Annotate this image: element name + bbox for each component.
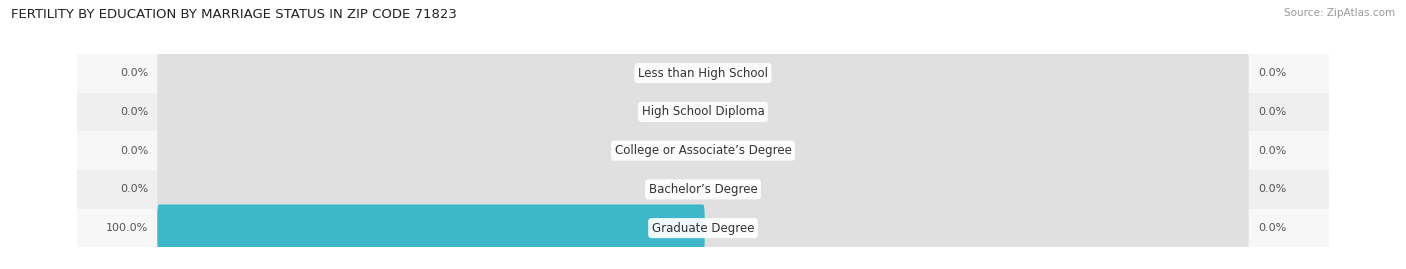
FancyBboxPatch shape	[77, 93, 1329, 131]
Text: 0.0%: 0.0%	[1258, 107, 1286, 117]
Text: 0.0%: 0.0%	[120, 107, 148, 117]
Text: 0.0%: 0.0%	[1258, 68, 1286, 78]
Text: 0.0%: 0.0%	[120, 184, 148, 194]
Text: 100.0%: 100.0%	[105, 223, 148, 233]
FancyBboxPatch shape	[702, 204, 1249, 252]
FancyBboxPatch shape	[157, 166, 704, 213]
FancyBboxPatch shape	[77, 54, 1329, 93]
Text: 0.0%: 0.0%	[120, 146, 148, 156]
FancyBboxPatch shape	[702, 166, 1249, 213]
FancyBboxPatch shape	[157, 49, 704, 97]
FancyBboxPatch shape	[702, 49, 1249, 97]
Text: High School Diploma: High School Diploma	[641, 105, 765, 118]
Text: 0.0%: 0.0%	[1258, 184, 1286, 194]
Text: Less than High School: Less than High School	[638, 67, 768, 80]
Text: FERTILITY BY EDUCATION BY MARRIAGE STATUS IN ZIP CODE 71823: FERTILITY BY EDUCATION BY MARRIAGE STATU…	[11, 8, 457, 21]
FancyBboxPatch shape	[77, 170, 1329, 209]
Text: Source: ZipAtlas.com: Source: ZipAtlas.com	[1284, 8, 1395, 18]
FancyBboxPatch shape	[702, 127, 1249, 174]
FancyBboxPatch shape	[77, 131, 1329, 170]
Text: 0.0%: 0.0%	[120, 68, 148, 78]
FancyBboxPatch shape	[77, 209, 1329, 247]
Text: 0.0%: 0.0%	[1258, 223, 1286, 233]
FancyBboxPatch shape	[702, 88, 1249, 136]
FancyBboxPatch shape	[157, 127, 704, 174]
Text: College or Associate’s Degree: College or Associate’s Degree	[614, 144, 792, 157]
FancyBboxPatch shape	[157, 88, 704, 136]
Text: 0.0%: 0.0%	[1258, 146, 1286, 156]
FancyBboxPatch shape	[157, 204, 704, 252]
FancyBboxPatch shape	[157, 204, 704, 252]
Text: Graduate Degree: Graduate Degree	[652, 222, 754, 235]
Text: Bachelor’s Degree: Bachelor’s Degree	[648, 183, 758, 196]
